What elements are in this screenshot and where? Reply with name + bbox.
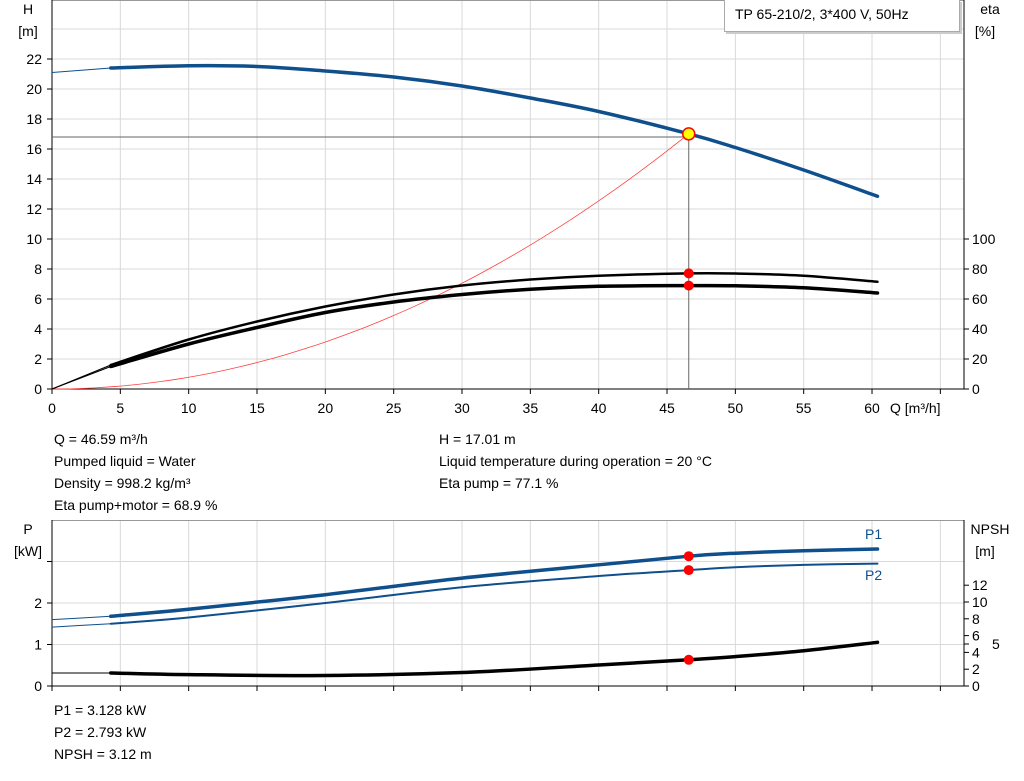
- x-tick-label: 55: [796, 400, 812, 416]
- y-left-axis-unit: [m]: [18, 23, 37, 39]
- y-right-axis-unit: [%]: [975, 23, 995, 39]
- x-tick-label: 50: [728, 400, 744, 416]
- y-right-tick-label: 80: [972, 261, 988, 277]
- info-h: H = 17.01 m: [439, 431, 516, 447]
- info-density: Density = 998.2 kg/m³: [54, 475, 191, 491]
- eta_pump_motor-curve: [109, 283, 880, 369]
- p1-duty-marker: [683, 551, 694, 562]
- y-right-tick-label: 4: [972, 644, 980, 660]
- x-axis-label: Q [m³/h]: [890, 400, 941, 416]
- y-left-tick-label: 8: [34, 261, 42, 277]
- p2-extension-line: [51, 623, 111, 628]
- y-left-axis-title: P: [23, 521, 32, 537]
- y-left-axis-unit: [kW]: [14, 543, 42, 559]
- y-right-tick-label: 20: [972, 351, 988, 367]
- eta_pump-curve: [109, 271, 879, 367]
- x-tick-label: 15: [249, 400, 265, 416]
- y-left-tick-label: 10: [26, 231, 42, 247]
- x-tick-label: 35: [523, 400, 539, 416]
- y-right-tick-label: 10: [972, 594, 988, 610]
- x-tick-label: 0: [48, 400, 56, 416]
- y-right-tick-label: 0: [972, 678, 980, 694]
- x-tick-label: 20: [318, 400, 334, 416]
- pump-title-box: TP 65-210/2, 3*400 V, 50Hz: [724, 0, 960, 32]
- y-left-tick-label: 22: [26, 51, 42, 67]
- head-curve: [109, 63, 880, 198]
- y-right-tick-label: 6: [972, 628, 980, 644]
- y-left-tick-label: 1: [34, 637, 42, 653]
- y-right-tick-label: 0: [972, 381, 980, 397]
- y-left-tick-label: 14: [26, 171, 42, 187]
- eta-pump-duty-marker: [683, 268, 694, 279]
- info-p2: P2 = 2.793 kW: [54, 724, 147, 740]
- p2-duty-marker: [683, 565, 694, 576]
- x-tick-label: 40: [591, 400, 607, 416]
- x-tick-label: 30: [454, 400, 470, 416]
- eta_pump_motor-extension-line: [51, 366, 111, 390]
- y-left-axis-title: H: [23, 1, 33, 17]
- pump-title: TP 65-210/2, 3*400 V, 50Hz: [735, 6, 909, 22]
- x-tick-label: 45: [659, 400, 675, 416]
- npsh-curve: [109, 640, 880, 678]
- y-left-tick-label: 20: [26, 81, 42, 97]
- npsh-duty-marker: [683, 654, 694, 665]
- y-right-tick-label: 100: [972, 231, 996, 247]
- x-tick-label: 25: [386, 400, 402, 416]
- y-right-tick-label: 60: [972, 291, 988, 307]
- y-left-tick-label: 0: [34, 381, 42, 397]
- info-liquid: Pumped liquid = Water: [54, 453, 196, 469]
- system-curve: [51, 133, 689, 390]
- p2-curve: [109, 562, 879, 625]
- y-right-axis-title: NPSH: [971, 521, 1010, 537]
- y-right-tick-label: 12: [972, 577, 988, 593]
- y-left-tick-label: 4: [34, 321, 42, 337]
- p1-series-label: P1: [865, 526, 882, 542]
- info-temperature: Liquid temperature during operation = 20…: [439, 453, 712, 469]
- y-left-tick-label: 12: [26, 201, 42, 217]
- x-tick-label: 10: [181, 400, 197, 416]
- y-left-tick-label: 0: [34, 678, 42, 694]
- y-left-tick-label: 6: [34, 291, 42, 307]
- duty-point-marker: [681, 127, 696, 141]
- info-eta-pump-motor: Eta pump+motor = 68.9 %: [54, 497, 218, 513]
- info-eta-pump: Eta pump = 77.1 %: [439, 475, 559, 491]
- y-left-tick-label: 2: [34, 595, 42, 611]
- y-right-tick-label: 40: [972, 321, 988, 337]
- y-left-tick-label: 2: [34, 351, 42, 367]
- p2-series-label: P2: [865, 567, 882, 583]
- x-tick-label: 5: [116, 400, 124, 416]
- eta-pump-motor-duty-marker: [683, 280, 694, 291]
- y-right-tick-label: 2: [972, 661, 980, 677]
- info-p1: P1 = 3.128 kW: [54, 702, 147, 718]
- y-right-axis-title: eta: [980, 1, 1000, 17]
- y-right-tick-label: 8: [972, 611, 980, 627]
- y-left-tick-label: 16: [26, 141, 42, 157]
- p1-extension-line: [51, 615, 111, 621]
- info-q: Q = 46.59 m³/h: [54, 431, 148, 447]
- x-tick-label: 60: [864, 400, 880, 416]
- p1-curve: [109, 547, 880, 619]
- y-right-axis-unit: [m]: [975, 543, 994, 559]
- y-left-tick-label: 18: [26, 111, 42, 127]
- y-right-tick-label: 5: [992, 636, 1000, 652]
- head-extension-line: [51, 67, 111, 73]
- info-npsh: NPSH = 3.12 m: [54, 746, 152, 762]
